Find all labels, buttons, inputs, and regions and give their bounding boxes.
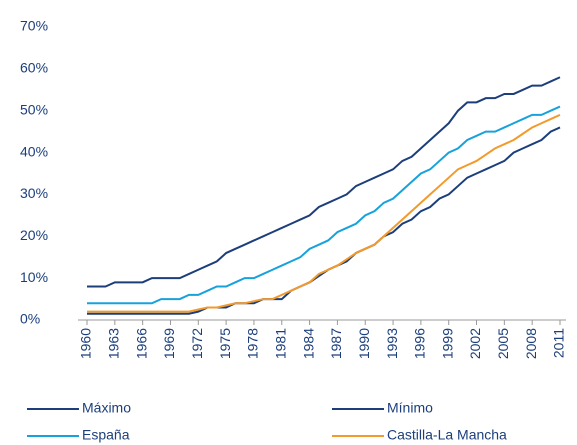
series-line	[87, 76, 561, 288]
y-tick-label: 20%	[20, 227, 48, 243]
x-tick-label: 2011	[551, 328, 567, 358]
x-tick-label: 1996	[412, 328, 428, 359]
x-tick-label: 1993	[384, 328, 400, 359]
x-tick-label: 1978	[245, 328, 261, 359]
x-tick-label: 1999	[439, 328, 455, 359]
series-line	[87, 113, 561, 313]
x-tick-label: 2002	[467, 328, 483, 359]
y-tick-label: 0%	[20, 311, 40, 327]
x-tick-label: 1969	[161, 328, 177, 359]
legend-label: Máximo	[82, 400, 131, 416]
x-tick-label: 1975	[217, 328, 233, 359]
y-tick-label: 70%	[20, 18, 48, 34]
x-tick-label: 1984	[300, 328, 316, 359]
x-tick-label: 1987	[328, 328, 344, 359]
x-tick-label: 1963	[106, 328, 122, 359]
y-tick-label: 40%	[20, 143, 48, 159]
x-tick-label: 1966	[133, 328, 149, 359]
legend-label: España	[82, 427, 130, 443]
legend-label: Castilla-La Mancha	[387, 427, 507, 443]
x-tick-label: 2005	[495, 328, 511, 359]
series-line	[87, 126, 561, 315]
y-tick-label: 50%	[20, 101, 48, 117]
y-tick-label: 60%	[20, 60, 48, 76]
legend-label: Mínimo	[387, 400, 433, 416]
x-tick-label: 1972	[189, 328, 205, 359]
x-tick-label: 2008	[523, 328, 539, 359]
y-tick-label: 30%	[20, 185, 48, 201]
series-line	[87, 105, 561, 305]
x-tick-label: 1981	[272, 328, 288, 359]
x-tick-label: 1960	[78, 328, 94, 359]
x-tick-label: 1990	[356, 328, 372, 359]
y-tick-label: 10%	[20, 269, 48, 285]
